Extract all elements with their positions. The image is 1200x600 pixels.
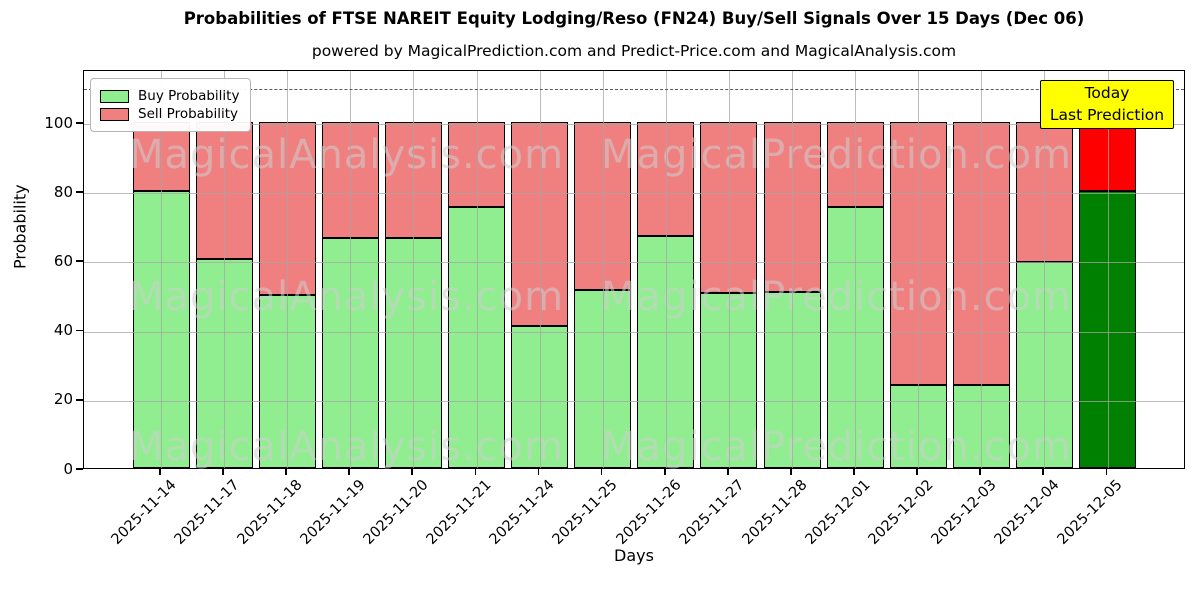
x-tick-label: 2025-11-27 [676,477,748,548]
x-tick-label: 2025-11-25 [550,477,622,548]
vertical-gridline [981,71,983,468]
grid-layer [84,71,1184,468]
x-tick-mark [348,469,351,475]
vertical-gridline [855,71,857,468]
y-tick-label: 0 [63,459,73,478]
x-tick-mark [853,469,855,475]
vertical-gridline [1044,71,1046,468]
x-tick-label: 2025-11-17 [171,477,243,548]
y-tick-mark [76,122,83,124]
vertical-gridline [161,71,162,468]
chart-title: Probabilities of FTSE NAREIT Equity Lodg… [183,9,1085,28]
watermark-layer: MagicalAnalysis.com MagicalPrediction.com… [84,71,1184,468]
y-tick-label: 20 [53,390,73,409]
watermark-text: MagicalPrediction.com [601,132,1072,178]
vertical-gridline [792,71,793,468]
horizontal-gridline [84,400,1184,402]
x-tick-label: 2025-12-04 [991,477,1063,548]
x-tick-label: 2025-11-14 [108,477,180,548]
x-tick-mark [1105,469,1108,475]
x-tick-mark [600,469,603,475]
x-tick-mark [411,469,414,475]
vertical-gridline [1107,71,1109,468]
y-tick-mark [76,191,83,193]
vertical-gridline [224,71,226,468]
vertical-gridline [918,71,920,468]
x-tick-mark [1042,469,1045,475]
x-axis-label: Days [614,546,654,565]
y-tick-label: 100 [44,113,73,132]
chart-subtitle: powered by MagicalPrediction.com and Pre… [311,42,957,60]
today-annotation-line1: Today [1084,84,1130,102]
x-tick-label: 2025-11-28 [739,477,811,548]
x-tick-label: 2025-12-05 [1054,477,1126,548]
vertical-gridline [350,71,352,468]
legend: Buy Probability Sell Probability [90,78,252,132]
x-tick-mark [790,469,792,475]
horizontal-gridline [84,331,1184,333]
dashed-guide-line [84,89,1184,91]
buy-swatch [100,89,129,103]
x-tick-label: 2025-12-02 [865,477,937,548]
legend-label-buy: Buy Probability [138,88,240,104]
vertical-gridline [665,71,667,468]
legend-item-sell: Sell Probability [100,106,239,122]
legend-item-buy: Buy Probability [100,88,239,104]
y-tick-label: 40 [53,321,73,340]
y-tick-mark [76,260,83,263]
x-tick-label: 2025-11-26 [613,477,685,548]
x-tick-mark [537,469,540,475]
today-annotation: Today Last Prediction [1040,80,1174,129]
today-annotation-line2: Last Prediction [1049,106,1165,125]
x-tick-label: 2025-11-24 [487,477,558,548]
x-tick-mark [222,469,224,475]
x-tick-mark [663,469,666,475]
x-tick-mark [979,469,982,475]
vertical-gridline [476,71,478,468]
horizontal-gridline [84,262,1184,264]
x-tick-label: 2025-11-18 [234,477,306,548]
vertical-gridline [728,71,730,468]
watermark-text: MagicalAnalysis.com [129,132,565,178]
y-tick-label: 60 [53,251,73,270]
x-tick-mark [159,469,161,475]
x-tick-label: 2025-12-01 [802,477,874,548]
watermark-text: MagicalAnalysis.com [129,274,565,320]
x-tick-mark [474,469,477,475]
y-tick-mark [76,468,83,470]
x-tick-mark [916,469,918,475]
plot-area: MagicalAnalysis.com MagicalPrediction.com… [83,70,1185,469]
horizontal-gridline [84,124,1184,125]
vertical-gridline [602,71,604,468]
watermark-text: MagicalPrediction.com [601,424,1072,470]
x-tick-mark [285,469,287,475]
x-tick-mark [726,469,729,475]
horizontal-gridline [84,193,1184,195]
vertical-gridline [413,71,415,468]
x-tick-label: 2025-11-21 [423,477,495,548]
vertical-gridline [539,71,541,468]
x-tick-label: 2025-11-20 [360,477,432,548]
legend-label-sell: Sell Probability [138,106,239,122]
x-tick-label: 2025-12-03 [928,477,1000,548]
sell-swatch [100,107,129,121]
x-tick-label: 2025-11-19 [297,477,369,548]
y-tick-label: 80 [53,182,73,201]
watermark-text: MagicalPrediction.com [601,274,1072,320]
watermark-text: MagicalAnalysis.com [129,424,565,470]
y-tick-mark [76,398,83,401]
y-tick-mark [76,329,83,332]
vertical-gridline [287,71,289,468]
